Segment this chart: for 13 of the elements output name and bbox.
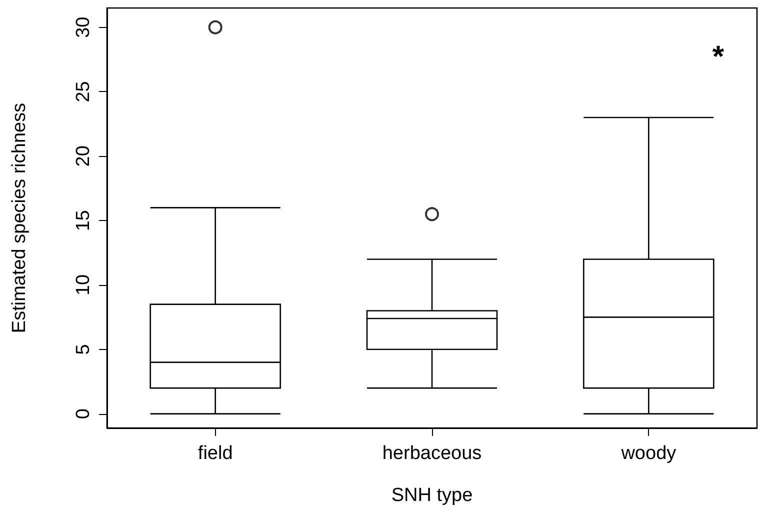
x-axis-title: SNH type <box>391 485 473 506</box>
annotation: * <box>712 40 724 74</box>
y-tick-label: 25 <box>73 81 94 102</box>
x-tick-label: herbaceous <box>382 443 482 464</box>
y-axis-title: Estimated species richness <box>9 102 30 334</box>
y-tick-label: 10 <box>73 274 94 296</box>
y-tick-label: 0 <box>73 408 94 420</box>
y-tick-label: 30 <box>73 16 94 38</box>
x-tick-label: woody <box>620 443 677 464</box>
y-tick-label: 15 <box>73 210 94 232</box>
y-tick-label: 20 <box>73 146 94 167</box>
y-tick-label: 5 <box>73 344 94 355</box>
x-tick-label: field <box>198 443 233 464</box>
